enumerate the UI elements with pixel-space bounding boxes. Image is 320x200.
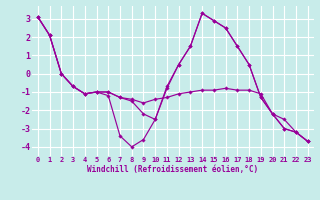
X-axis label: Windchill (Refroidissement éolien,°C): Windchill (Refroidissement éolien,°C) xyxy=(87,165,258,174)
